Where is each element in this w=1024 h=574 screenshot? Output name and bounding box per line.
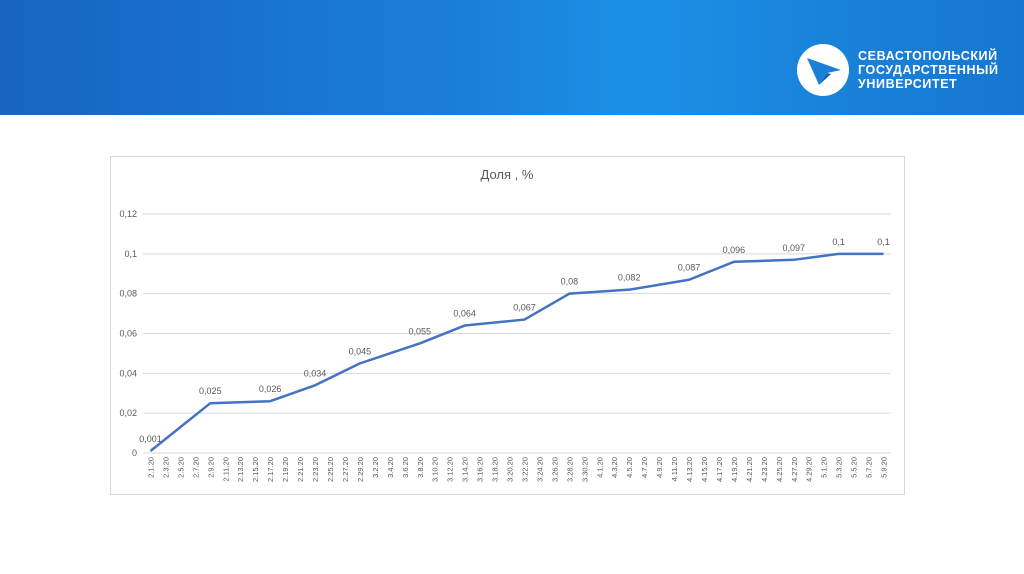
university-name-line-2: ГОСУДАРСТВЕННЫЙ (858, 63, 999, 77)
header-banner: СЕВАСТОПОЛЬСКИЙ ГОСУДАРСТВЕННЫЙ УНИВЕРСИ… (0, 0, 1024, 115)
y-tick-label: 0,04 (119, 368, 137, 378)
data-label: 0,064 (453, 309, 476, 319)
data-label: 0,1 (877, 237, 890, 247)
x-tick-label: 4.23.20 (760, 457, 769, 482)
x-tick-label: 2.15.20 (251, 457, 260, 482)
y-tick-label: 0,02 (119, 408, 137, 418)
data-label: 0,096 (723, 245, 746, 255)
x-tick-label: 2.7.20 (191, 457, 200, 478)
x-tick-label: 3.20.20 (506, 457, 515, 482)
x-tick-label: 4.9.20 (655, 457, 664, 478)
data-label: 0,001 (139, 434, 162, 444)
x-tick-label: 4.29.20 (805, 457, 814, 482)
x-tick-label: 4.3.20 (610, 457, 619, 478)
data-label: 0,025 (199, 386, 222, 396)
x-tick-label: 3.26.20 (550, 457, 559, 482)
data-label: 0,097 (782, 243, 805, 253)
x-tick-label: 4.27.20 (790, 457, 799, 482)
x-tick-label: 3.22.20 (520, 457, 529, 482)
x-tick-label: 3.10.20 (431, 457, 440, 482)
data-label: 0,08 (561, 277, 579, 287)
x-tick-label: 5.5.20 (850, 457, 859, 478)
x-tick-label: 2.1.20 (146, 457, 155, 478)
x-tick-label: 4.21.20 (745, 457, 754, 482)
x-tick-label: 4.19.20 (730, 457, 739, 482)
gridlines (143, 213, 891, 454)
x-tick-labels: 2.1.20 2.3.20 2.5.20 2.7.20 2.9.20 2.11.20 2.1… (146, 457, 888, 482)
data-label: 0,087 (678, 263, 701, 273)
x-tick-label: 3.6.20 (401, 457, 410, 478)
data-label: 0,067 (513, 303, 536, 313)
y-tick-label: 0,12 (119, 209, 137, 219)
university-logo: СЕВАСТОПОЛЬСКИЙ ГОСУДАРСТВЕННЫЙ УНИВЕРСИ… (797, 44, 999, 96)
x-tick-label: 4.17.20 (715, 457, 724, 482)
y-tick-labels: 0 0,02 0,04 0,06 0,08 0,1 0,12 (119, 209, 137, 458)
x-tick-label: 4.25.20 (775, 457, 784, 482)
x-tick-label: 2.21.20 (296, 457, 305, 482)
x-tick-label: 3.4.20 (386, 457, 395, 478)
x-tick-label: 3.2.20 (371, 457, 380, 478)
x-tick-label: 4.13.20 (685, 457, 694, 482)
x-tick-label: 2.3.20 (161, 457, 170, 478)
x-tick-label: 2.25.20 (326, 457, 335, 482)
university-name: СЕВАСТОПОЛЬСКИЙ ГОСУДАРСТВЕННЫЙ УНИВЕРСИ… (858, 49, 999, 91)
x-tick-label: 2.17.20 (266, 457, 275, 482)
x-tick-label: 5.1.20 (820, 457, 829, 478)
y-tick-label: 0,06 (119, 329, 137, 339)
x-tick-label: 3.24.20 (535, 457, 544, 482)
university-name-line-1: СЕВАСТОПОЛЬСКИЙ (858, 49, 998, 63)
data-label: 0,034 (304, 368, 327, 378)
x-tick-label: 3.14.20 (461, 457, 470, 482)
chart-area: Доля , % 0 0,02 0,04 0,06 0,08 0,1 0,12 2.1.20… (110, 156, 905, 495)
x-tick-label: 4.7.20 (640, 457, 649, 478)
x-tick-label: 3.18.20 (491, 457, 500, 482)
line-chart: Доля , % 0 0,02 0,04 0,06 0,08 0,1 0,12 2.1.20… (119, 167, 891, 482)
data-labels: 0,001 0,025 0,026 0,034 0,045 0,055 0,064 0,067… (139, 237, 890, 444)
x-tick-label: 2.23.20 (311, 457, 320, 482)
x-tick-label: 3.8.20 (416, 457, 425, 478)
y-tick-label: 0,08 (119, 289, 137, 299)
x-tick-label: 5.3.20 (835, 457, 844, 478)
x-tick-label: 2.19.20 (281, 457, 290, 482)
x-tick-label: 4.5.20 (625, 457, 634, 478)
series-line (149, 252, 884, 452)
y-tick-label: 0,1 (124, 249, 137, 259)
x-tick-label: 2.29.20 (356, 457, 365, 482)
x-tick-label: 2.27.20 (341, 457, 350, 482)
university-arrow-logo-icon (797, 44, 849, 96)
x-tick-label: 3.16.20 (476, 457, 485, 482)
x-tick-label: 3.30.20 (580, 457, 589, 482)
data-label: 0,055 (408, 326, 431, 336)
x-tick-label: 3.12.20 (446, 457, 455, 482)
x-tick-label: 2.5.20 (176, 457, 185, 478)
data-label: 0,026 (259, 384, 282, 394)
data-label: 0,082 (618, 273, 641, 283)
x-tick-label: 5.9.20 (880, 457, 889, 478)
x-tick-label: 2.11.20 (221, 457, 230, 481)
series-polyline (149, 252, 884, 452)
x-tick-label: 4.1.20 (595, 457, 604, 478)
chart-title: Доля , % (481, 167, 534, 182)
y-tick-label: 0 (132, 448, 137, 458)
university-name-line-3: УНИВЕРСИТЕТ (858, 77, 958, 91)
x-tick-label: 2.9.20 (206, 457, 215, 478)
x-tick-label: 4.15.20 (700, 457, 709, 482)
x-tick-label: 2.13.20 (236, 457, 245, 482)
x-tick-label: 5.7.20 (865, 457, 874, 478)
x-tick-label: 4.11.20 (670, 457, 679, 481)
data-label: 0,045 (349, 346, 372, 356)
x-tick-label: 3.28.20 (565, 457, 574, 482)
data-label: 0,1 (832, 237, 845, 247)
